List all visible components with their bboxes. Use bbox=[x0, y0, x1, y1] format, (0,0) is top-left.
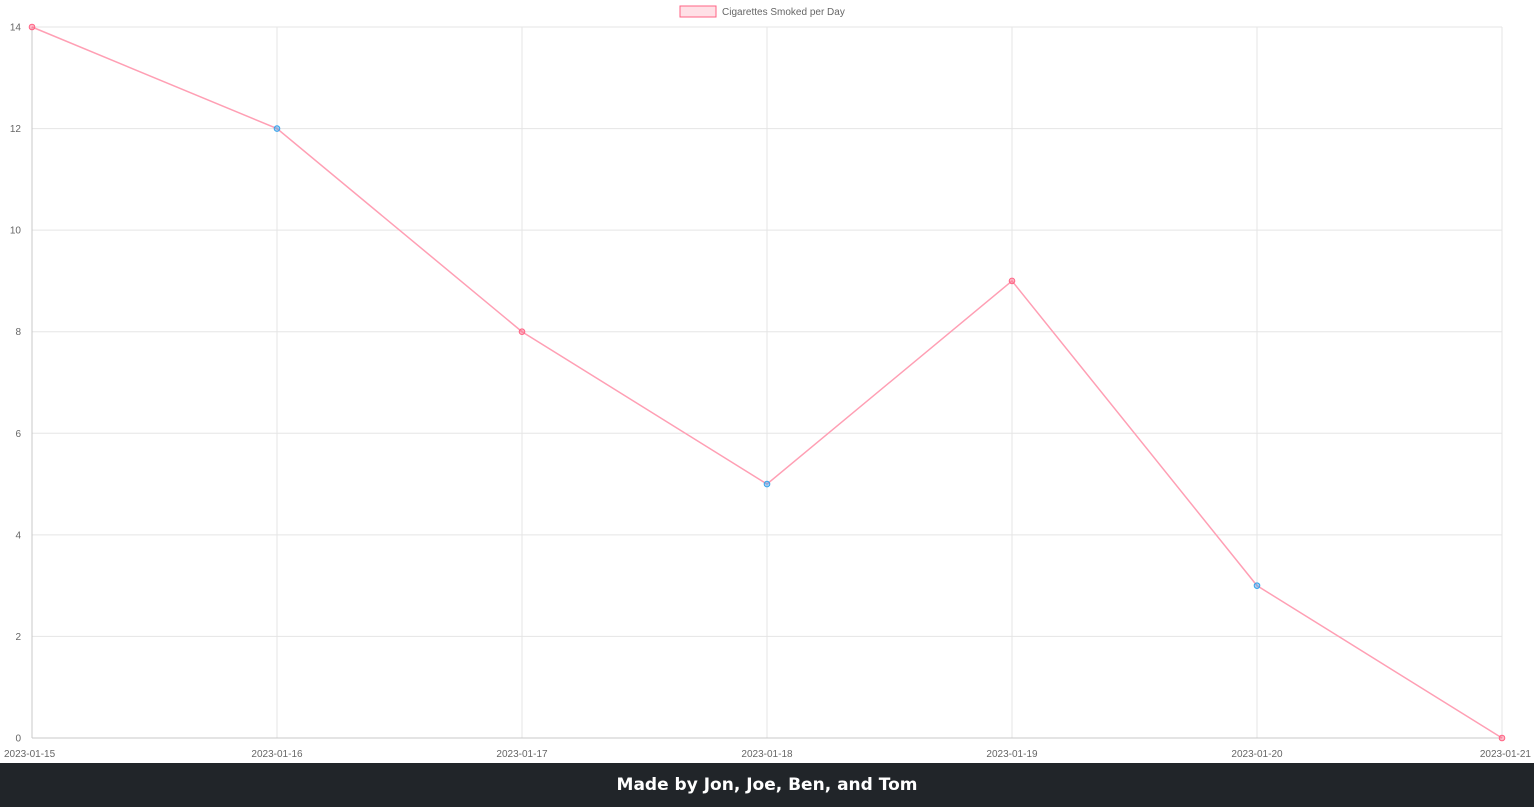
data-point[interactable] bbox=[1498, 734, 1506, 742]
x-tick-label: 2023-01-21 bbox=[1480, 749, 1532, 760]
y-tick-label: 6 bbox=[15, 429, 21, 440]
y-tick-label: 14 bbox=[10, 23, 22, 34]
data-point[interactable] bbox=[763, 480, 771, 488]
y-tick-label: 2 bbox=[15, 632, 21, 643]
y-tick-label: 4 bbox=[15, 530, 21, 541]
data-point[interactable] bbox=[28, 23, 36, 31]
y-tick-label: 0 bbox=[15, 734, 21, 745]
footer-credit-text: Made by Jon, Joe, Ben, and Tom bbox=[616, 775, 918, 795]
y-tick-label: 12 bbox=[10, 124, 22, 135]
line-chart: 0 2 4 6 8 10 12 14 2023-01-15 2023-01-16 2023-01-1… bbox=[4, 5, 1531, 761]
x-tick-label: 2023-01-19 bbox=[986, 749, 1038, 760]
x-tick-label: 2023-01-20 bbox=[1231, 749, 1283, 760]
y-tick-label: 8 bbox=[15, 327, 21, 338]
data-point[interactable] bbox=[1253, 582, 1261, 589]
footer: Made by Jon, Joe, Ben, and Tom bbox=[0, 763, 1534, 807]
x-tick-label: 2023-01-17 bbox=[496, 749, 548, 760]
series-points bbox=[28, 23, 1506, 742]
chart-area: 0 2 4 6 8 10 12 14 2023-01-15 2023-01-16 2023-01-1… bbox=[4, 5, 1531, 761]
x-tick-label: 2023-01-18 bbox=[741, 749, 793, 760]
data-point[interactable] bbox=[273, 125, 281, 132]
y-tick-label: 10 bbox=[10, 226, 22, 237]
data-point[interactable] bbox=[518, 328, 526, 336]
x-tick-label: 2023-01-15 bbox=[4, 749, 56, 760]
axes: 0 2 4 6 8 10 12 14 2023-01-15 2023-01-16 2023-01-1… bbox=[4, 23, 1531, 761]
legend-label[interactable]: Cigarettes Smoked per Day bbox=[722, 7, 845, 18]
legend-swatch[interactable] bbox=[679, 5, 717, 18]
series-line-layer bbox=[31, 26, 1503, 739]
data-point[interactable] bbox=[1008, 277, 1016, 285]
series-line bbox=[31, 26, 1503, 739]
grid bbox=[31, 26, 1503, 739]
x-tick-label: 2023-01-16 bbox=[251, 749, 303, 760]
legend[interactable]: Cigarettes Smoked per Day bbox=[679, 5, 845, 18]
